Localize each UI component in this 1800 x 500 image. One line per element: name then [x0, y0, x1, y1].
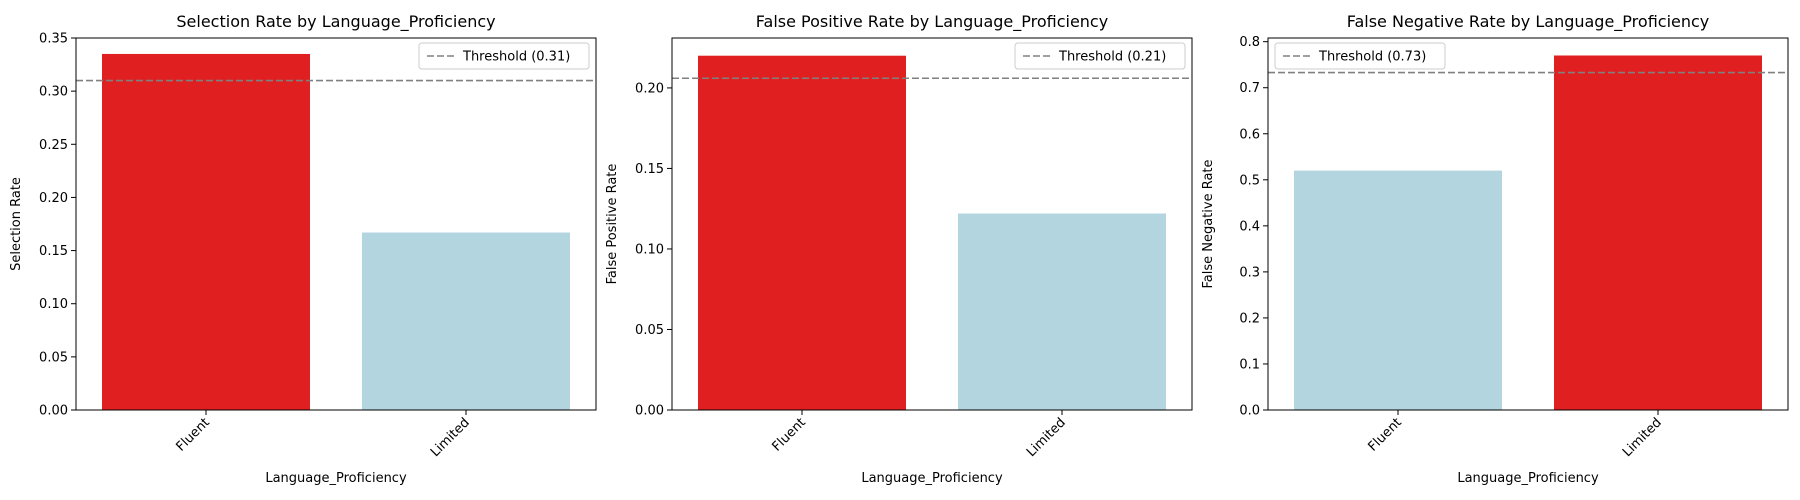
- bar-fluent: [102, 53, 310, 410]
- y-tick-label: 0.0: [1239, 404, 1260, 419]
- x-tick-label: Limited: [1620, 415, 1665, 460]
- bar-limited: [362, 232, 570, 410]
- plot-frame: [671, 37, 1193, 411]
- y-tick-label: 0.35: [39, 32, 68, 47]
- x-tick-label: Fluent: [769, 415, 808, 454]
- chart-title: False Positive Rate by Language_Proficie…: [756, 12, 1108, 32]
- y-tick-label: 0.05: [635, 323, 664, 338]
- y-tick-label: 0.10: [635, 242, 664, 257]
- y-tick-label: 0.20: [39, 191, 68, 206]
- y-tick-label: 0.20: [635, 81, 664, 96]
- chart-title: Selection Rate by Language_Proficiency: [176, 12, 495, 32]
- x-axis-label: Language_Proficiency: [861, 471, 1003, 486]
- y-tick-label: 0.05: [39, 350, 68, 365]
- y-tick-label: 0.7: [1239, 81, 1260, 96]
- chart-panel-3: 0.0 0.1 0.2 0.3 0.4 0.5 0.6 0.7 0.8 Fluent Limited…: [1201, 12, 1789, 486]
- bar-fluent: [1294, 170, 1502, 410]
- x-tick-label: Fluent: [173, 415, 212, 454]
- legend: Threshold (0.73): [1274, 42, 1446, 70]
- y-tick-label: 0.5: [1239, 173, 1260, 188]
- y-tick-label: 0.2: [1239, 311, 1260, 326]
- x-tick-label: Fluent: [1365, 415, 1404, 454]
- y-tick-label: 0.1: [1239, 357, 1260, 372]
- y-tick-label: 0.00: [635, 404, 664, 419]
- legend-label: Threshold (0.31): [462, 50, 570, 65]
- y-tick-label: 0.10: [39, 297, 68, 312]
- y-tick-label: 0.15: [39, 244, 68, 259]
- legend-label: Threshold (0.73): [1318, 50, 1426, 65]
- bar-limited: [958, 213, 1166, 410]
- plot-frame: [1267, 37, 1789, 411]
- bar-limited: [1554, 55, 1762, 410]
- y-tick-label: 0.25: [39, 138, 68, 153]
- legend-label: Threshold (0.21): [1058, 50, 1166, 65]
- plot-frame: [75, 37, 597, 411]
- legend: Threshold (0.31): [418, 42, 590, 70]
- x-axis-label: Language_Proficiency: [1457, 471, 1599, 486]
- bar-fluent: [698, 55, 906, 410]
- y-tick-label: 0.15: [635, 162, 664, 177]
- legend-box: [1274, 42, 1446, 70]
- legend-box: [1014, 42, 1186, 70]
- y-axis-label: False Positive Rate: [605, 164, 620, 285]
- x-tick-label: Limited: [1024, 415, 1069, 460]
- x-tick-label: Limited: [428, 415, 473, 460]
- y-tick-label: 0.3: [1239, 265, 1260, 280]
- chart-panel-1: 0.00 0.05 0.10 0.15 0.20 0.25 0.30 0.35 Fluent Li…: [9, 12, 597, 486]
- y-tick-label: 0.30: [39, 85, 68, 100]
- chart-panel-2: 0.00 0.05 0.10 0.15 0.20 Fluent Limited False P…: [605, 12, 1193, 486]
- x-axis-label: Language_Proficiency: [265, 471, 407, 486]
- legend: Threshold (0.21): [1014, 42, 1186, 70]
- y-tick-label: 0.4: [1239, 219, 1260, 234]
- chart-title: False Negative Rate by Language_Proficie…: [1347, 12, 1710, 32]
- y-axis-label: Selection Rate: [9, 177, 24, 271]
- y-tick-label: 0.8: [1239, 35, 1260, 50]
- y-tick-label: 0.6: [1239, 127, 1260, 142]
- y-tick-label: 0.00: [39, 404, 68, 419]
- y-axis-label: False Negative Rate: [1201, 159, 1216, 288]
- legend-box: [418, 42, 590, 70]
